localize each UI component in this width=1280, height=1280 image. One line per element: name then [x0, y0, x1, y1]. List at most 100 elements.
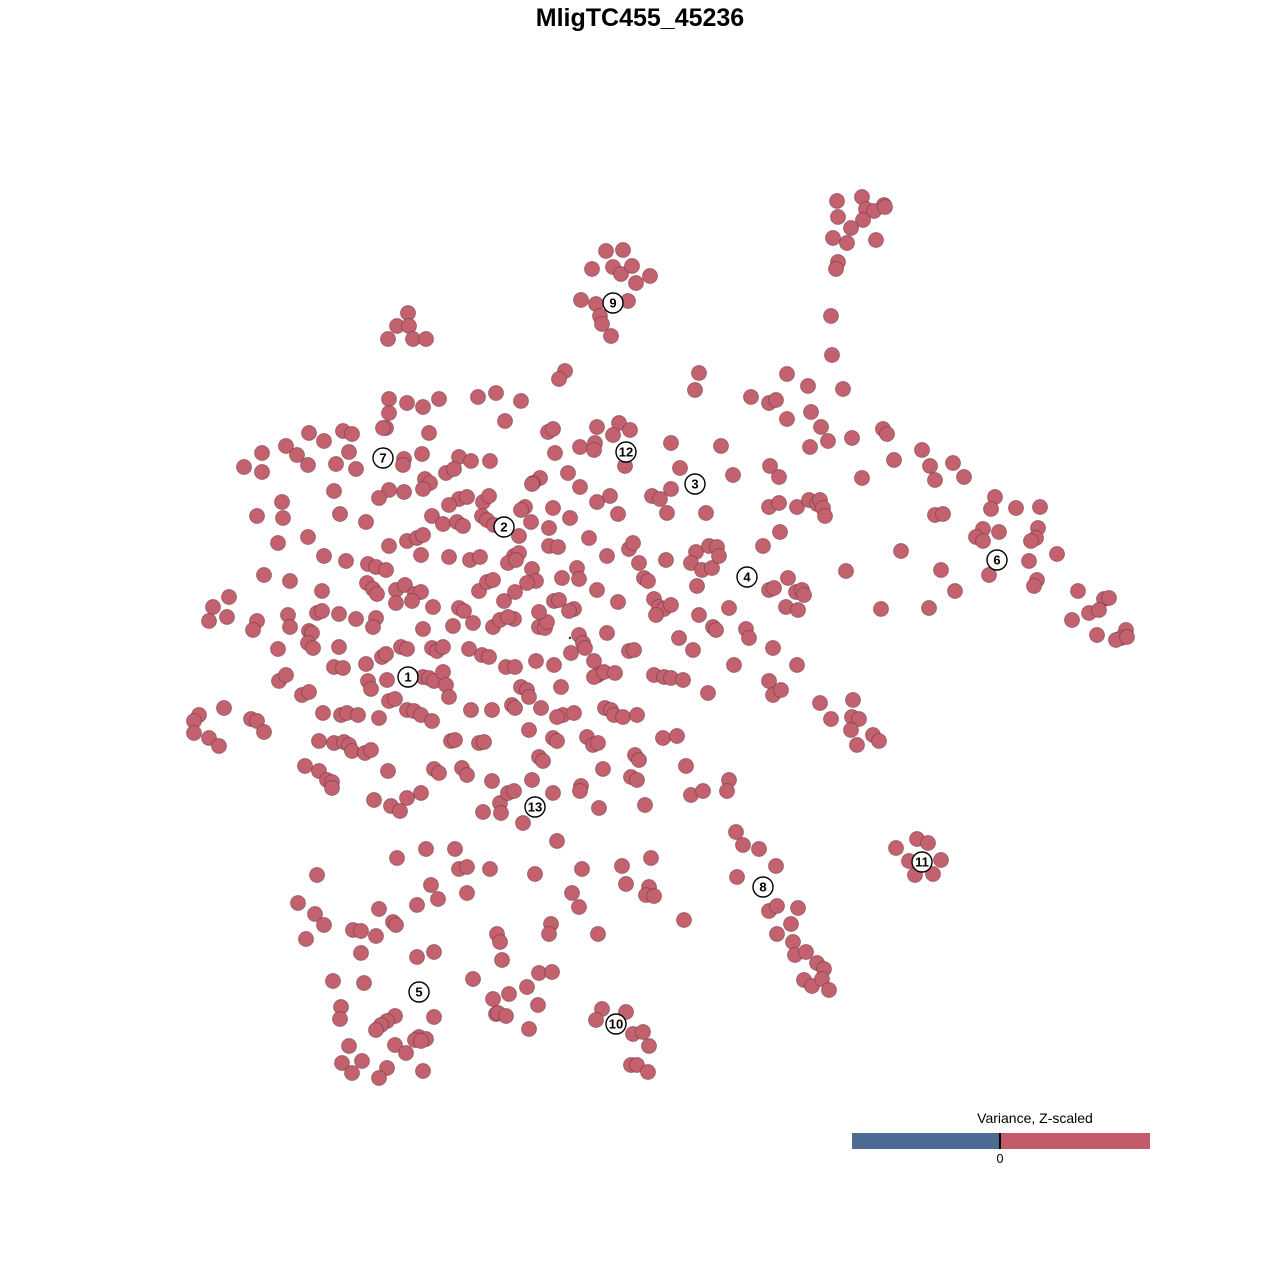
data-point — [817, 508, 833, 524]
data-point — [839, 235, 855, 251]
data-point — [256, 567, 272, 583]
data-point — [920, 835, 936, 851]
data-point — [602, 488, 618, 504]
data-point — [721, 600, 737, 616]
data-point — [572, 479, 588, 495]
data-point — [741, 630, 757, 646]
data-point — [301, 425, 317, 441]
data-point — [470, 389, 486, 405]
data-point — [435, 516, 451, 532]
data-point — [631, 752, 647, 768]
data-point — [413, 785, 429, 801]
cluster-label-5: 5 — [408, 981, 430, 1003]
data-point — [389, 850, 405, 866]
cluster-label-number: 9 — [609, 296, 616, 311]
data-point — [772, 524, 788, 540]
data-point — [278, 438, 294, 454]
data-point — [332, 1011, 348, 1027]
cluster-label-11: 11 — [911, 851, 933, 873]
data-point — [341, 1038, 357, 1054]
data-point — [571, 899, 587, 915]
data-point — [789, 499, 805, 515]
data-point — [641, 1038, 657, 1054]
data-point — [387, 691, 403, 707]
data-point — [545, 500, 561, 516]
data-point — [624, 258, 640, 274]
data-point — [687, 382, 703, 398]
data-point — [843, 722, 859, 738]
cluster-label-circle — [684, 473, 706, 495]
data-point — [363, 742, 379, 758]
data-point — [643, 850, 659, 866]
data-point — [1032, 499, 1048, 515]
data-point — [497, 413, 513, 429]
data-point — [413, 1033, 429, 1049]
data-point — [729, 869, 745, 885]
data-point — [381, 391, 397, 407]
data-point — [278, 667, 294, 683]
data-point — [613, 266, 629, 282]
data-point — [388, 595, 404, 611]
data-point — [590, 926, 606, 942]
data-point — [584, 261, 600, 277]
data-point — [626, 642, 642, 658]
cluster-label-number: 12 — [619, 445, 633, 460]
data-point — [779, 411, 795, 427]
data-point — [409, 949, 425, 965]
data-point — [528, 653, 544, 669]
data-point — [447, 732, 463, 748]
data-point — [652, 491, 668, 507]
data-point — [877, 199, 893, 215]
data-point — [642, 268, 658, 284]
data-point — [461, 641, 477, 657]
data-point — [577, 640, 593, 656]
data-point — [812, 695, 828, 711]
data-point — [366, 792, 382, 808]
data-point — [482, 453, 498, 469]
data-point — [315, 705, 331, 721]
data-point — [640, 1064, 656, 1080]
data-point — [588, 1012, 604, 1028]
data-point — [726, 657, 742, 673]
data-point — [683, 555, 699, 571]
data-point — [245, 622, 261, 638]
cluster-label-1: 1 — [397, 666, 419, 688]
data-point — [404, 593, 420, 609]
data-point — [549, 709, 565, 725]
data-point — [418, 841, 434, 857]
data-point — [494, 952, 510, 968]
data-point — [446, 461, 462, 477]
data-point — [186, 725, 202, 741]
data-point — [615, 242, 631, 258]
data-point — [798, 944, 814, 960]
data-point — [344, 743, 360, 759]
data-point — [610, 506, 626, 522]
data-point — [274, 494, 290, 510]
data-point — [769, 926, 785, 942]
data-point — [546, 657, 562, 673]
data-point — [492, 934, 508, 950]
colorbar-zero-tick — [999, 1133, 1001, 1149]
data-point — [560, 465, 576, 481]
data-point — [663, 597, 679, 613]
data-point — [922, 458, 938, 474]
data-point — [314, 603, 330, 619]
data-point — [933, 852, 949, 868]
cluster-label-number: 13 — [528, 800, 542, 815]
data-point — [603, 328, 619, 344]
data-point — [572, 439, 588, 455]
data-point — [335, 660, 351, 676]
data-point — [607, 665, 623, 681]
data-point — [711, 548, 727, 564]
cluster-label-circle — [493, 516, 515, 538]
cluster-label-6: 6 — [986, 549, 1008, 571]
data-point — [300, 529, 316, 545]
data-point — [484, 773, 500, 789]
data-point — [689, 578, 705, 594]
data-point — [334, 1055, 350, 1071]
data-point — [519, 575, 535, 591]
data-point — [316, 433, 332, 449]
data-point — [341, 444, 357, 460]
data-point — [375, 420, 391, 436]
